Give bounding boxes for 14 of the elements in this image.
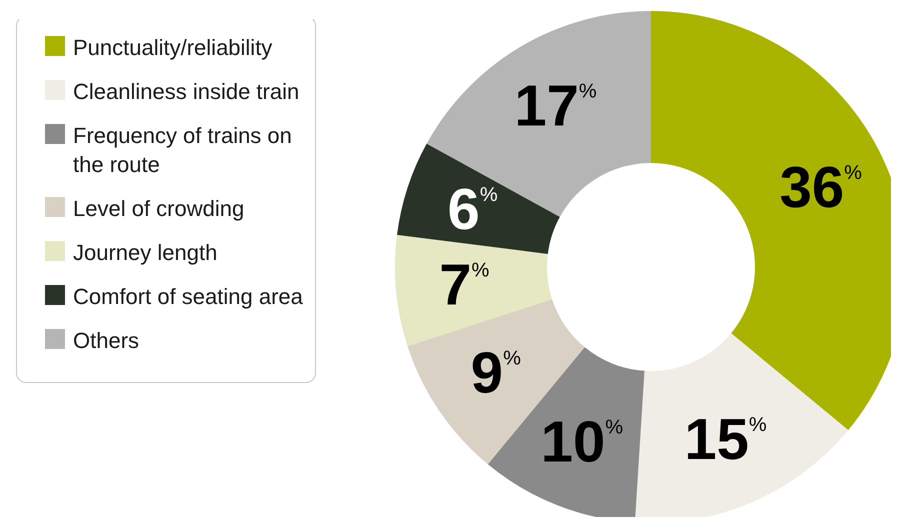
legend-label: Comfort of seating area: [73, 283, 303, 311]
legend-label: Journey length: [73, 239, 218, 267]
data-label: 36%: [780, 155, 862, 220]
legend-label: Cleanliness inside train: [73, 78, 300, 106]
data-label: 6%: [448, 177, 498, 242]
legend-label: Others: [73, 327, 140, 355]
data-label: 15%: [684, 407, 767, 472]
data-label: 10%: [540, 409, 624, 474]
data-label: 9%: [470, 340, 522, 406]
legend-label: Level of crowding: [73, 195, 244, 223]
data-label: 17%: [514, 74, 597, 139]
legend-label: Frequency of trains on the route: [73, 122, 293, 179]
legend-label: Punctuality/reliability: [73, 34, 272, 62]
data-label: 7%: [439, 252, 490, 318]
